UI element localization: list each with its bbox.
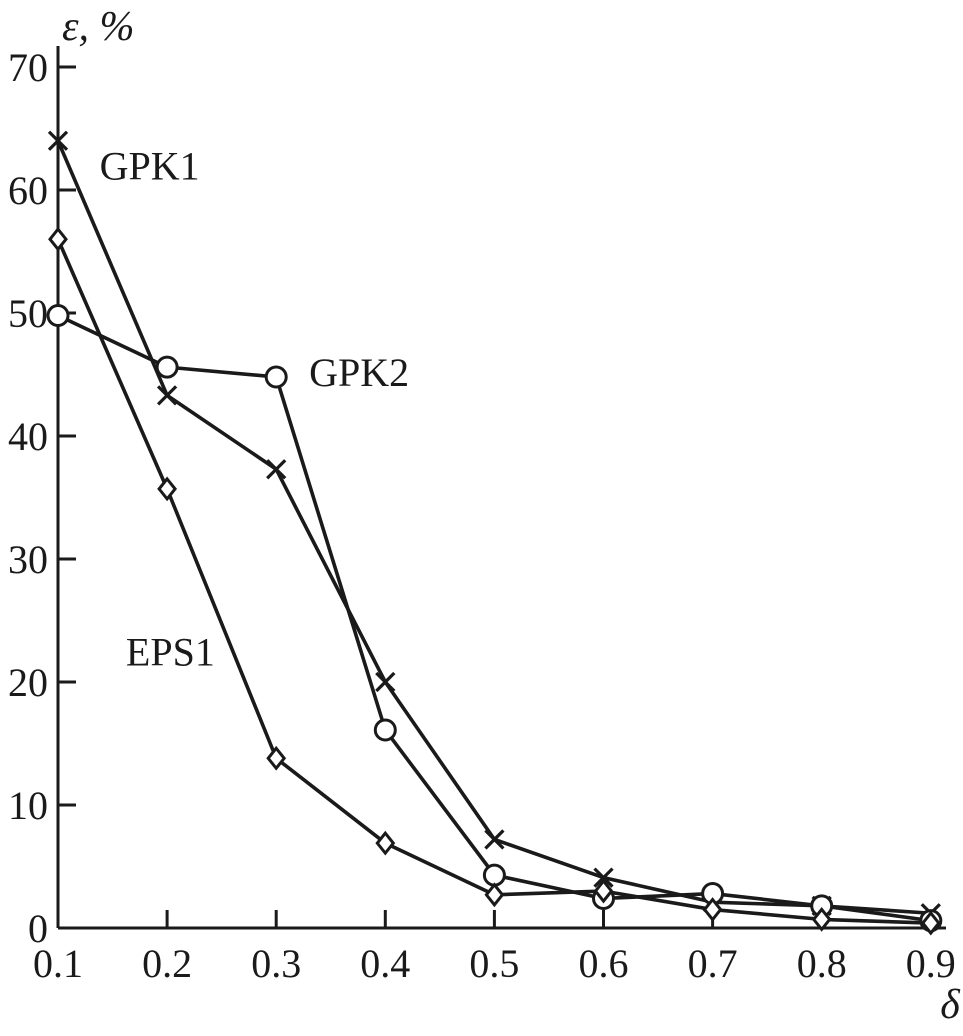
marker-diamond-eps1	[375, 830, 396, 856]
marker-x-gpk1	[375, 671, 396, 693]
marker-circle-gpk2	[46, 303, 70, 327]
marker-diamond-eps1	[157, 476, 178, 502]
x-tick-label: 0.2	[142, 941, 192, 986]
series-label-eps1: EPS1	[126, 629, 215, 674]
y-tick-label: 60	[8, 168, 48, 213]
marker-diamond-eps1	[702, 897, 723, 922]
marker-diamond-eps1	[266, 745, 287, 771]
marker-diamond-eps1	[920, 910, 941, 936]
series-line-gpk1	[56, 140, 931, 916]
series-label-gpk2: GPK2	[309, 350, 409, 395]
x-tick-label: 0.1	[33, 941, 83, 986]
x-tick-label: 0.3	[251, 941, 301, 986]
marker-diamond-eps1	[48, 226, 68, 252]
y-tick-label: 30	[8, 537, 48, 582]
x-tick-label: 0.4	[360, 941, 410, 986]
marker-diamond-eps1	[484, 882, 505, 908]
series-line-gpk2	[57, 313, 932, 923]
x-tick-label: 0.5	[469, 941, 519, 986]
marker-x-gpk1	[593, 867, 614, 888]
x-tick-label: 0.8	[797, 941, 847, 986]
y-tick-label: 70	[8, 45, 48, 90]
series-label-gpk1: GPK1	[100, 143, 200, 188]
marker-diamond-eps1	[593, 878, 614, 904]
y-axis-label: ε, %	[62, 4, 135, 50]
y-tick-label: 20	[8, 660, 48, 705]
marker-circle-gpk2	[264, 365, 288, 389]
x-tick-label: 0.6	[579, 941, 629, 986]
y-tick-label: 50	[8, 291, 48, 336]
marker-x-gpk1	[47, 130, 69, 151]
marker-circle-gpk2	[482, 863, 506, 887]
x-tick-label: 0.7	[688, 941, 738, 986]
series-line-eps1	[56, 238, 931, 925]
marker-diamond-eps1	[811, 906, 832, 932]
marker-circle-gpk2	[373, 718, 397, 742]
marker-x-gpk1	[266, 459, 287, 480]
x-tick-label: 0.9	[906, 941, 956, 986]
marker-x-gpk1	[156, 385, 178, 406]
y-tick-label: 10	[8, 783, 48, 828]
y-tick-label: 0	[28, 906, 48, 951]
marker-x-gpk1	[484, 829, 505, 850]
x-axis-label: δ	[940, 982, 961, 1028]
y-tick-label: 40	[8, 414, 48, 459]
marker-circle-gpk2	[155, 355, 179, 379]
